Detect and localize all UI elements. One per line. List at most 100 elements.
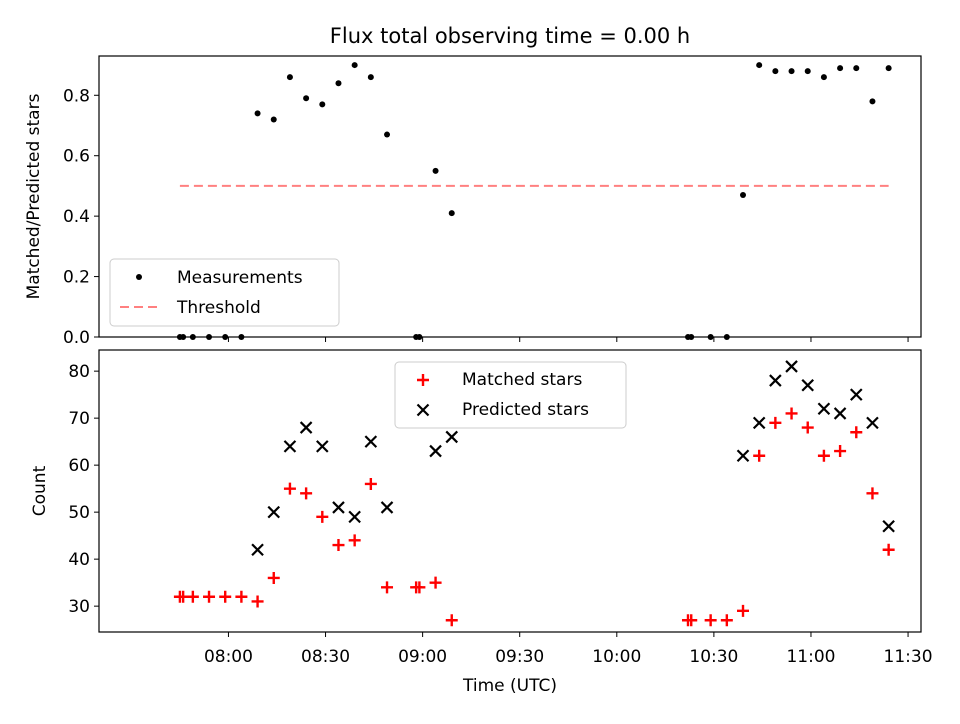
measurement-point [432,167,439,174]
predicted-star-point [316,440,329,453]
predicted-star-point [769,374,782,387]
measurement-point [416,334,423,340]
matched-star-point [413,581,426,594]
matched-star-point [316,510,329,523]
predicted-star-point [882,519,895,533]
count-legend: Matched stars Predicted stars [394,361,627,429]
matched-star-point [737,604,750,617]
chart-title: Flux total observing time = 0.00 h [330,24,690,48]
measurement-point [254,110,261,117]
matched-star-point [445,614,458,627]
matched-star-point [251,595,264,608]
predicted-star-point [332,501,345,514]
predicted-star-point [267,505,281,519]
measurement-point [688,334,695,340]
matched-star-point [817,449,830,462]
predicted-star-point [849,388,863,401]
predicted-star-point [348,510,361,524]
matched-star-point [203,590,216,603]
matched-star-point [186,590,199,603]
predicted-star-point [817,402,831,416]
matched-star-point [283,482,296,495]
measurement-point [206,334,213,340]
ratio-panel: 0.0 0.2 0.4 0.6 0.8 Matched/Predicted stars Me… [24,55,922,348]
matched-star-point [332,539,345,552]
predicted-star-point [736,449,750,463]
measurements-legend-label: Measurements [177,268,303,288]
measurement-point [820,74,827,81]
count-x-tick-label: 11:00 [786,647,835,667]
measurement-point [180,334,187,340]
ratio-legend-box [109,258,340,327]
matched-star-point [348,534,361,547]
measurement-point [723,334,730,340]
measurement-point [335,80,342,87]
predicted-legend-label: Predicted stars [462,400,589,420]
measurement-point [286,74,293,81]
measurement-point [270,116,277,123]
count-x-tick-label: 10:30 [689,647,738,667]
measurement-point [303,95,310,102]
count-x-tick-label: 11:30 [884,647,933,667]
matched-star-point [235,590,248,603]
measurement-point [319,101,326,108]
measurement-point [384,131,391,138]
ratio-y-axis-label: Matched/Predicted stars [24,93,44,299]
count-x-tick-label: 10:00 [592,647,641,667]
matched-star-point [300,487,313,500]
count-y-tick-label: 40 [68,550,90,570]
ratio-y-tick-label: 0.8 [63,86,90,106]
measurement-point [756,62,763,69]
ratio-y-tick-label: 0.2 [63,268,90,288]
count-y-tick-label: 60 [68,456,90,476]
matched-star-point [720,614,733,627]
measurement-point [788,68,795,75]
predicted-star-point [833,407,847,420]
matched-star-point [685,614,698,627]
matched-star-point [429,576,442,589]
measurement-point [869,98,876,105]
measurements-legend-marker [136,274,142,280]
count-y-tick-label: 50 [68,503,90,523]
matched-star-point [219,590,232,603]
count-legend-box [394,361,627,429]
predicted-star-point [380,501,394,514]
matched-star-point [364,477,377,490]
measurement-point [853,65,860,72]
count-x-tick-label: 08:00 [204,647,253,667]
measurement-point [351,62,358,69]
measurement-point [772,68,779,75]
count-x-tick-label: 09:30 [495,647,544,667]
measurement-point [804,68,811,75]
count-y-tick-label: 30 [68,597,90,617]
matched-star-point [866,487,879,500]
measurement-point [740,191,747,198]
measurement-point [448,210,455,217]
measurement-point [837,65,844,72]
matched-star-point [769,416,782,429]
matched-legend-label: Matched stars [462,370,582,390]
count-panel: 30 40 50 60 70 80 08:00 08:30 09:00 09:30 10:00 10:… [30,349,933,696]
matched-star-point [267,571,280,584]
matched-star-point [801,421,814,434]
predicted-star-point [364,435,378,448]
predicted-star-point [785,360,798,373]
matched-star-point [704,614,717,627]
matched-star-point [785,407,798,420]
count-x-tick-label: 09:00 [398,647,447,667]
predicted-star-point [299,421,313,434]
count-y-tick-label: 80 [68,362,90,382]
threshold-legend-label: Threshold [176,298,261,318]
predicted-star-point [283,440,297,453]
matched-star-point [834,445,847,458]
predicted-star-point [866,416,879,430]
predicted-star-point [251,543,264,557]
x-axis-label: Time (UTC) [462,676,557,696]
matched-star-point [753,449,766,462]
ratio-y-tick-label: 0.0 [63,328,90,348]
predicted-star-point [801,378,815,392]
predicted-star-point [429,444,442,458]
ratio-y-tick-label: 0.4 [63,207,90,227]
predicted-star-point [752,416,766,430]
